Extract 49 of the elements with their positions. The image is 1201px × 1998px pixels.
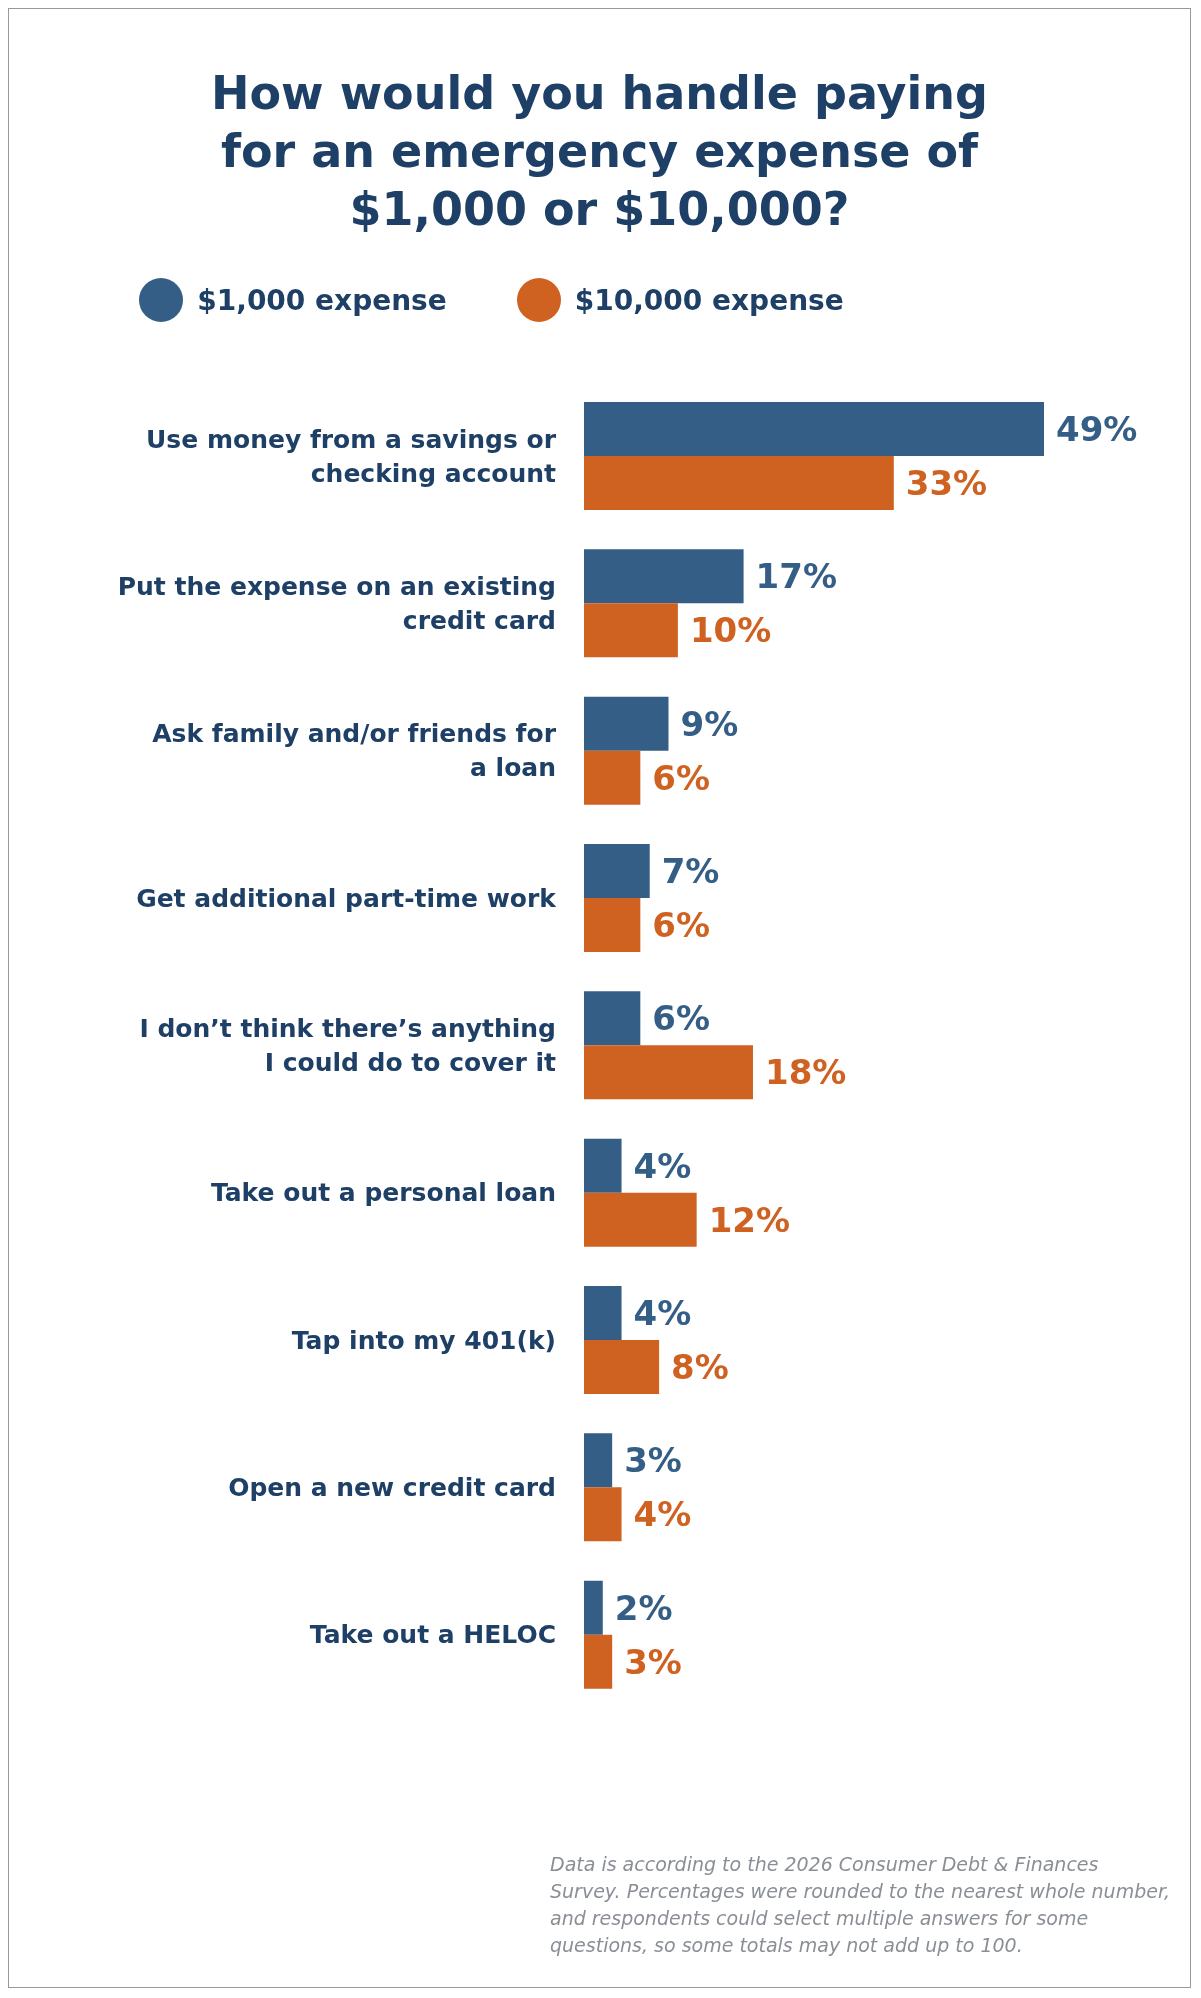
data-label: 7% [661, 851, 720, 891]
bar [584, 549, 744, 604]
data-label: 4% [633, 1145, 692, 1186]
bar [584, 402, 1044, 456]
y-tick-label: Get additional part-time work [136, 883, 558, 913]
bar [584, 1487, 622, 1542]
bar [584, 898, 641, 952]
y-tick-label: Use money from a savings or checking account [146, 424, 557, 488]
bar [584, 456, 894, 510]
data-label: 49% [1056, 409, 1138, 449]
data-label: 12% [708, 1199, 791, 1240]
bar [584, 1580, 603, 1635]
y-tick-label: Take out a HELOC [309, 1619, 556, 1649]
data-label: 6% [652, 905, 711, 945]
bar [584, 1634, 613, 1689]
chart-title: How would you handle paying for an emergency expense of $1,000 or $10,000? [210, 65, 989, 238]
bar [584, 1045, 753, 1100]
y-tick-label: Open a new credit card [228, 1472, 556, 1502]
text: Data is according to the 2026 Consumer Debt & Finances Survey. Percentages were rounded to the nearest whole number, and respondents could select multiple answers for some questions, so some totals may not add up to 100. [550, 1852, 1171, 1958]
data-label: 6% [652, 998, 711, 1039]
bar [584, 1286, 622, 1340]
data-label: 2% [614, 1587, 673, 1628]
data-label: 6% [652, 757, 711, 798]
data-label: 10% [689, 610, 772, 651]
bar [584, 1138, 622, 1193]
data-label: 8% [671, 1347, 729, 1387]
y-tick-label: I don’t think there’s anything I could do to cover it [139, 1013, 557, 1077]
bar [584, 991, 641, 1046]
bar [584, 1340, 660, 1394]
y-tick-label: Tap into my 401(k) [291, 1325, 556, 1355]
data-label: 3% [624, 1641, 682, 1682]
data-label: 17% [755, 556, 837, 597]
data-label: 18% [764, 1052, 847, 1093]
y-tick-label: Put the expense on an existing credit card [117, 571, 556, 635]
legend-label: $1,000 expense [197, 283, 447, 317]
data-label: 3% [624, 1440, 682, 1481]
bar [584, 603, 678, 658]
legend-label: $10,000 expense [574, 283, 844, 317]
bar [584, 750, 641, 805]
y-tick-label: Take out a personal loan [210, 1177, 556, 1207]
bar [584, 844, 650, 898]
bar [584, 1433, 613, 1488]
data-label: 9% [680, 703, 739, 744]
data-label: 33% [905, 463, 988, 503]
data-label: 4% [633, 1494, 692, 1535]
data-label: 4% [633, 1293, 692, 1333]
bar [584, 696, 669, 751]
y-tick-label: Ask family and/or friends for a loan [152, 718, 557, 782]
bar [584, 1192, 697, 1247]
